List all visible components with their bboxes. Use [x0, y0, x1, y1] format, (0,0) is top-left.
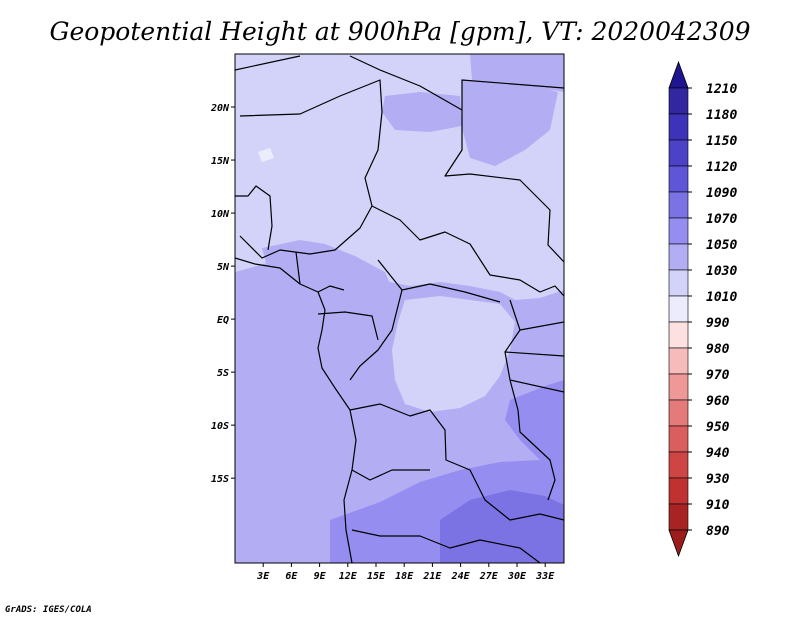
- colorbar-label: 1030: [706, 264, 737, 279]
- coastline-west-africa: [235, 257, 357, 563]
- fill-1010-congo: [392, 296, 515, 412]
- map-panel: 20N 15N 10N 5N EQ 5S 10S 15S 3E 6E 9E 12E 15E 18E 21E…: [210, 53, 565, 582]
- border-west-small: [235, 185, 379, 341]
- colorbar-segment: [668, 113, 689, 141]
- colorbar-segments: [668, 87, 689, 531]
- colorbar-segment: [668, 373, 689, 401]
- colorbar-segment: [668, 399, 689, 427]
- border-congo-south: [349, 403, 564, 563]
- border-niger-chad: [239, 79, 383, 259]
- colorbar-segment: [668, 269, 689, 297]
- colorbar-segment: [668, 87, 689, 115]
- colorbar-label: 1090: [706, 186, 737, 201]
- colorbar-label: 910: [706, 498, 730, 513]
- colorbar-label: 1120: [706, 160, 737, 175]
- fill-1070-south: [440, 490, 564, 563]
- lon-tick-label: 33E: [535, 571, 555, 582]
- lat-tick-label: 10N: [211, 209, 230, 220]
- fill-990-spot: [258, 148, 274, 162]
- colorbar-label: 1150: [706, 134, 737, 149]
- grads-credit: GrADS: IGES/COLA: [5, 605, 92, 615]
- lat-tick-label: 5N: [217, 262, 230, 273]
- lat-tick-label: 5S: [217, 368, 229, 379]
- colorbar-label: 1070: [706, 212, 737, 227]
- country-borders: [235, 55, 564, 563]
- colorbar-label: 1050: [706, 238, 737, 253]
- colorbar-label: 970: [706, 368, 730, 383]
- colorbar-label: 890: [706, 524, 730, 539]
- colorbar-label: 960: [706, 394, 730, 409]
- fill-1030-northeast: [462, 80, 558, 166]
- colorbar-label: 930: [706, 472, 730, 487]
- border-sahara-north: [235, 55, 564, 263]
- colorbar-segment: [668, 243, 689, 271]
- colorbar-top-arrow: [668, 60, 689, 89]
- lat-tick-label: 15S: [211, 474, 229, 485]
- colorbar-labels: 1210 1180 1150 1120 1090 1070 1050 1030 1010 990 9…: [688, 82, 737, 539]
- colorbar-segment: [668, 347, 689, 375]
- colorbar-segment: [668, 139, 689, 167]
- colorbar-label: 940: [706, 446, 730, 461]
- colorbar-bottom-arrow: [668, 529, 689, 558]
- lon-tick-label: 30E: [507, 571, 527, 582]
- colorbar-label: 950: [706, 420, 730, 435]
- colorbar-segment: [668, 321, 689, 349]
- longitude-axis: 3E 6E 9E 12E 15E 18E 21E 24E 27E 30E 33E: [256, 563, 555, 582]
- lat-tick-label: 20N: [210, 103, 230, 114]
- colorbar-segment: [668, 217, 689, 245]
- lat-tick-label: EQ: [217, 315, 229, 326]
- colorbar: 1210 1180 1150 1120 1090 1070 1050 1030 1010 990 9…: [668, 60, 737, 558]
- border-east-lakes: [504, 299, 564, 501]
- map-title: Geopotential Height at 900hPa [gpm], VT:…: [49, 17, 750, 46]
- colorbar-segment: [668, 425, 689, 453]
- fill-1030-topright: [470, 54, 564, 92]
- lon-tick-label: 3E: [256, 571, 270, 582]
- lon-tick-label: 9E: [314, 571, 327, 582]
- colorbar-segment: [668, 295, 689, 323]
- lon-tick-label: 24E: [451, 571, 471, 582]
- colorbar-segment: [668, 503, 689, 531]
- border-central: [349, 205, 564, 381]
- colorbar-segment: [668, 451, 689, 479]
- lon-tick-label: 18E: [395, 571, 414, 582]
- lon-tick-label: 15E: [367, 571, 386, 582]
- lon-tick-label: 21E: [422, 571, 442, 582]
- colorbar-label: 980: [706, 342, 730, 357]
- colorbar-label: 1180: [706, 108, 737, 123]
- fill-1030-northband: [382, 92, 462, 132]
- latitude-axis: 20N 15N 10N 5N EQ 5S 10S 15S: [210, 103, 235, 485]
- colorbar-segment: [668, 191, 689, 219]
- colorbar-segment: [668, 165, 689, 193]
- lon-tick-label: 12E: [339, 571, 358, 582]
- fill-1050-southeast: [505, 380, 564, 470]
- lat-tick-label: 15N: [211, 156, 230, 167]
- colorbar-label: 990: [706, 316, 730, 331]
- fill-1030-westsahel: [262, 240, 395, 306]
- lon-tick-label: 27E: [479, 571, 499, 582]
- lat-tick-label: 10S: [211, 421, 229, 432]
- lon-tick-label: 6E: [285, 571, 298, 582]
- map-fill-layer: [235, 54, 564, 563]
- colorbar-label: 1010: [706, 290, 737, 305]
- map-frame: [234, 53, 565, 564]
- colorbar-segment: [668, 477, 689, 505]
- colorbar-label: 1210: [706, 82, 737, 97]
